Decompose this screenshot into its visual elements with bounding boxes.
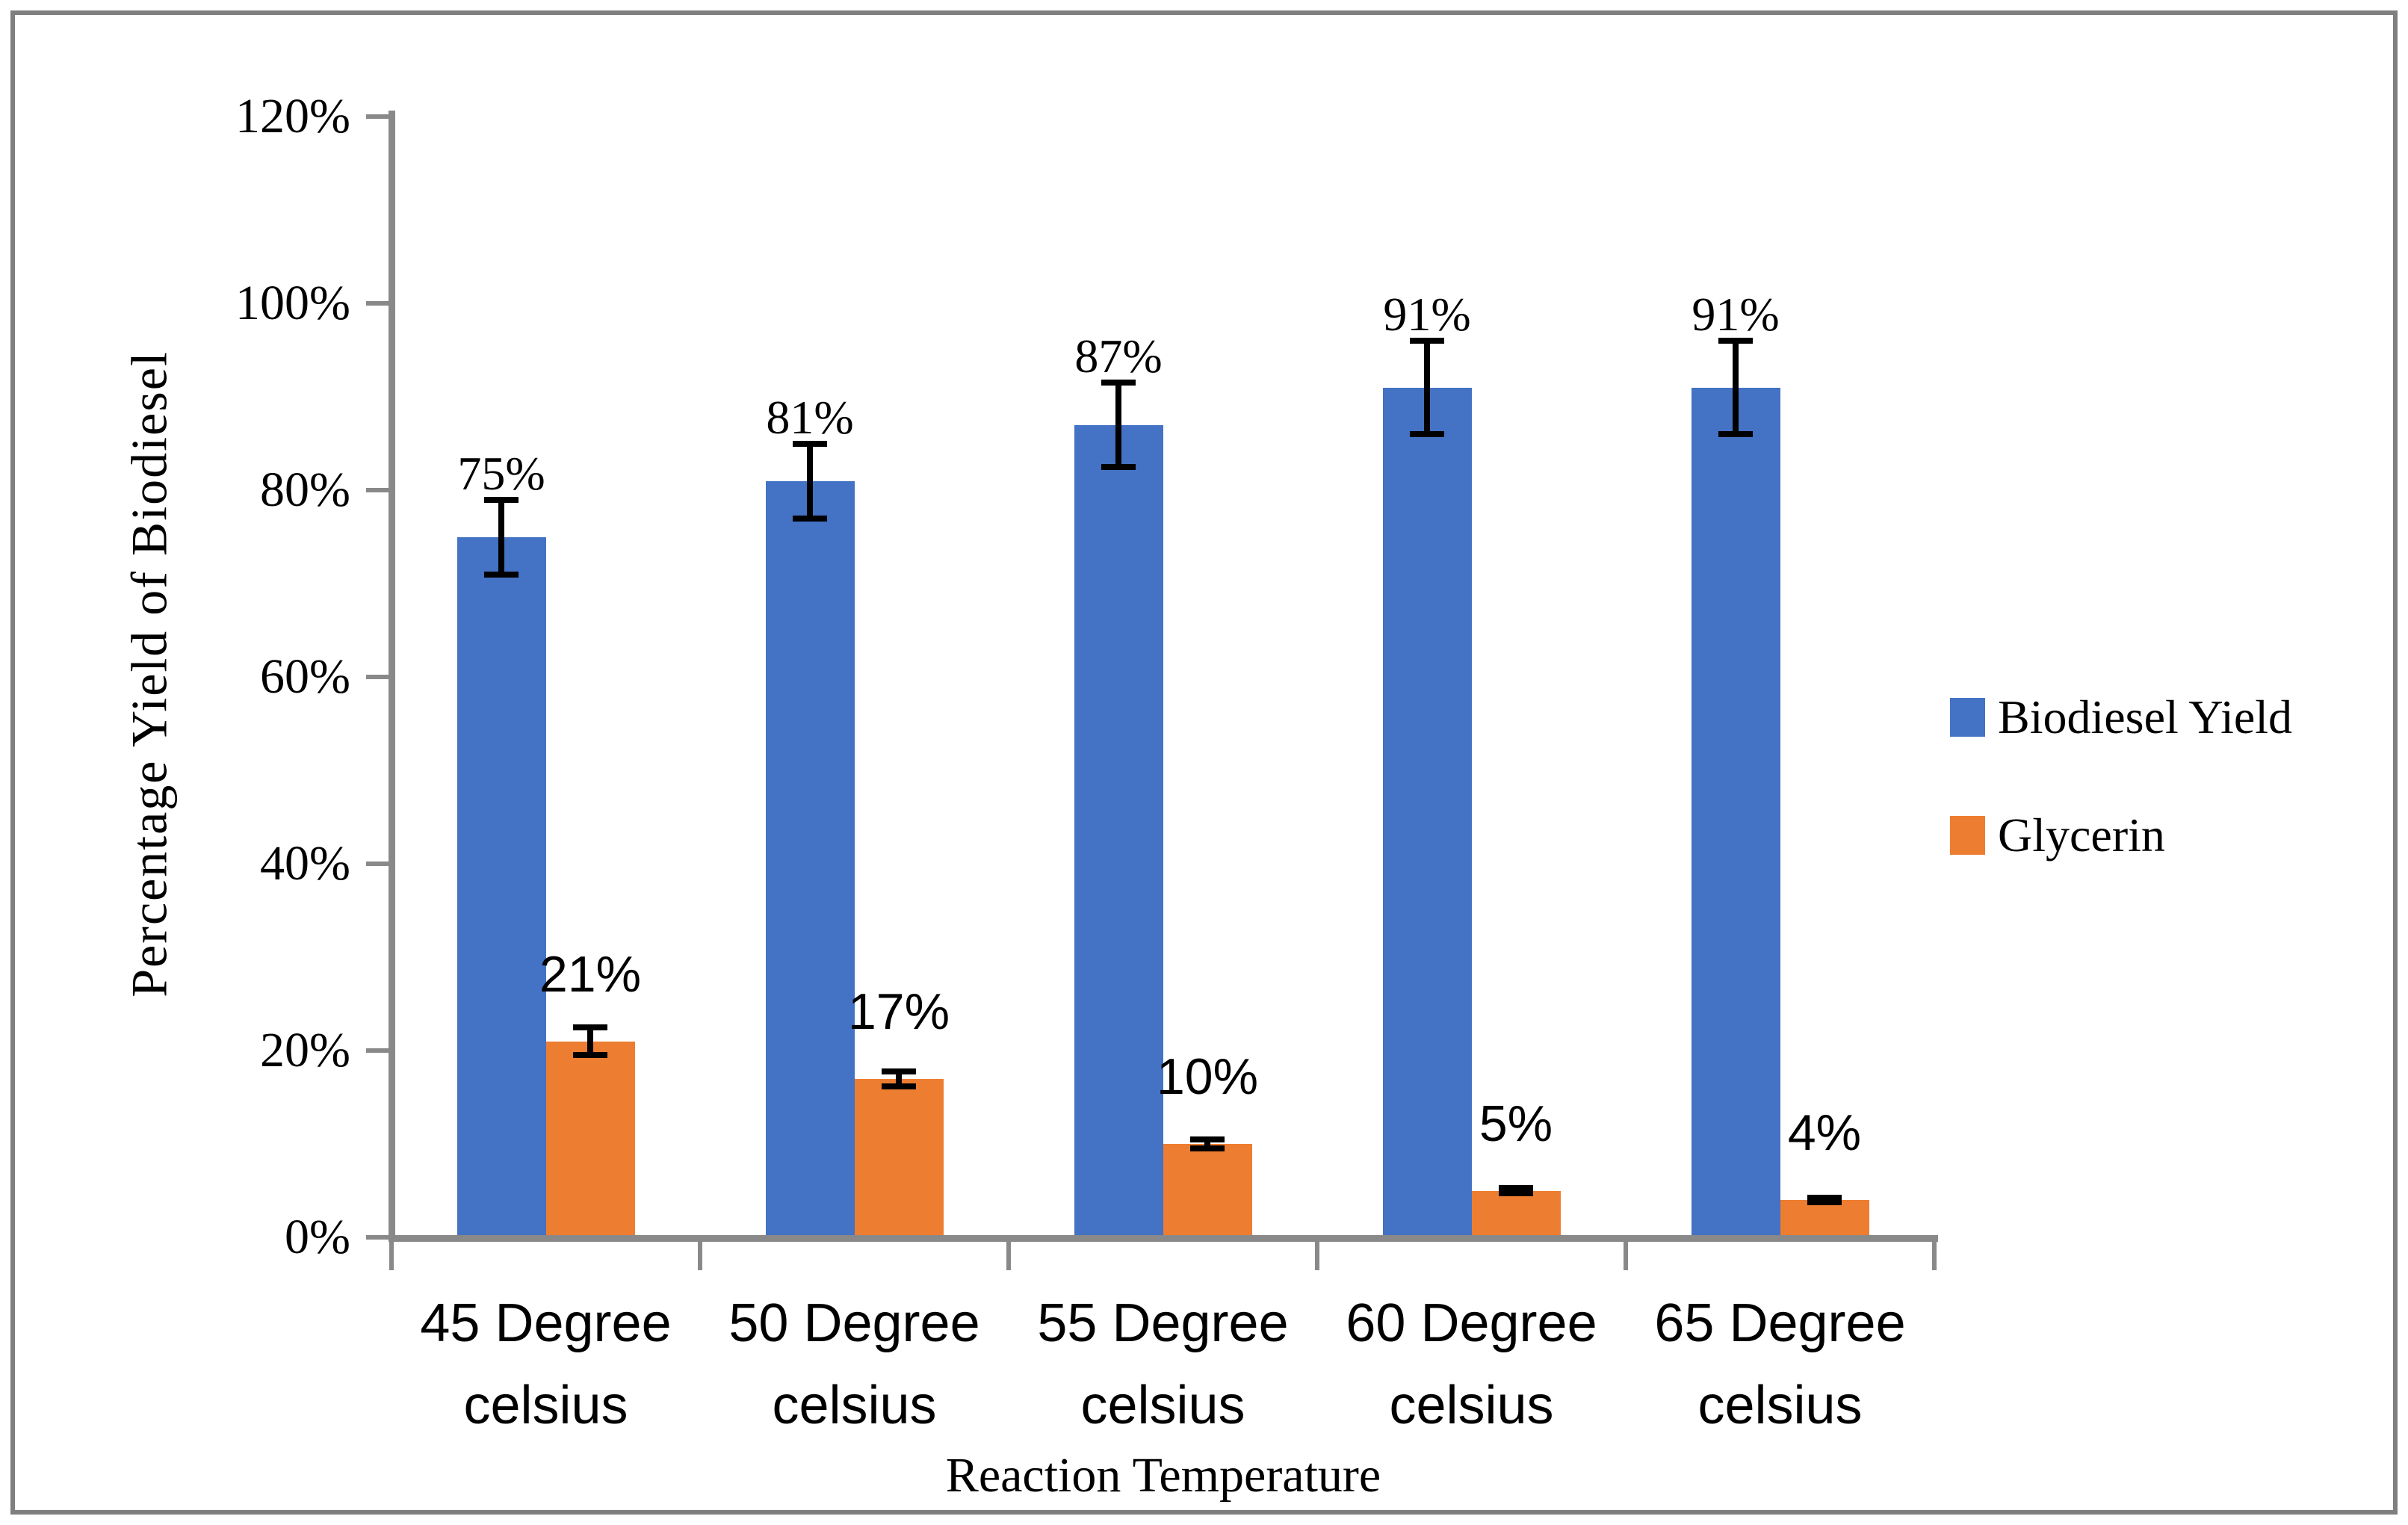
category-label-2: 55 Degree celsius — [1037, 1282, 1288, 1447]
error-cap-bottom-0-4 — [1718, 431, 1753, 437]
bar-biodiesel-yield-0 — [456, 536, 546, 1237]
y-tick-label-20: 20% — [260, 1023, 350, 1077]
category-label-4: 65 Degree celsius — [1654, 1282, 1905, 1447]
y-tick-label-40: 40% — [260, 836, 350, 891]
category-label-0: 45 Degree celsius — [420, 1282, 671, 1447]
bar-biodiesel-yield-1 — [765, 480, 855, 1237]
data-label-0-1: 81% — [766, 390, 854, 444]
bar-glycerin-3 — [1471, 1190, 1561, 1237]
bar-biodiesel-yield-2 — [1074, 424, 1163, 1237]
error-bar-0-2 — [1115, 383, 1121, 467]
error-bar-0-3 — [1424, 341, 1430, 434]
bar-glycerin-0 — [545, 1041, 635, 1237]
data-label-0-4: 91% — [1692, 288, 1780, 341]
x-tick-3 — [1315, 1240, 1319, 1270]
category-label-1-line1: 50 Degree — [728, 1293, 980, 1353]
error-cap-bottom-1-3 — [1499, 1190, 1533, 1197]
y-tick-40 — [365, 862, 389, 866]
x-tick-1 — [698, 1240, 702, 1270]
data-label-0-2: 87% — [1074, 330, 1163, 383]
category-label-3: 60 Degree celsius — [1346, 1282, 1597, 1447]
y-tick-120 — [365, 114, 389, 119]
x-axis-line — [388, 1235, 1938, 1242]
legend-item-biodiesel-yield: Biodiesel Yield — [1950, 690, 2368, 743]
y-tick-label-80: 80% — [260, 463, 350, 517]
x-tick-2 — [1006, 1240, 1011, 1270]
category-label-0-line1: 45 Degree — [420, 1293, 672, 1353]
y-tick-label-60: 60% — [260, 649, 350, 704]
category-label-3-line1: 60 Degree — [1346, 1293, 1597, 1353]
y-tick-80 — [365, 488, 389, 492]
bar-biodiesel-yield-4 — [1691, 387, 1780, 1237]
error-cap-bottom-0-0 — [484, 571, 519, 578]
bar-glycerin-1 — [854, 1078, 944, 1237]
y-tick-label-0: 0% — [285, 1210, 350, 1264]
legend-label-0: Biodiesel Yield — [1998, 690, 2293, 743]
data-label-1-4: 4% — [1787, 1104, 1862, 1161]
error-bar-0-4 — [1733, 341, 1739, 434]
category-label-3-line2: celsius — [1389, 1376, 1554, 1435]
y-axis-line — [388, 111, 395, 1242]
error-cap-top-1-2 — [1190, 1136, 1225, 1142]
y-tick-20 — [365, 1048, 389, 1053]
error-bar-1-1 — [896, 1071, 902, 1086]
category-label-2-line2: celsius — [1080, 1376, 1245, 1435]
error-cap-top-1-1 — [882, 1068, 916, 1074]
category-label-1-line2: celsius — [772, 1376, 937, 1435]
data-label-1-3: 5% — [1479, 1095, 1553, 1152]
error-cap-bottom-0-3 — [1410, 431, 1444, 437]
error-bar-1-0 — [587, 1027, 593, 1056]
y-tick-label-120: 120% — [235, 89, 350, 143]
error-cap-top-0-4 — [1718, 338, 1753, 344]
x-tick-5 — [1932, 1240, 1937, 1270]
error-cap-top-0-1 — [793, 440, 827, 447]
data-label-1-1: 17% — [847, 983, 950, 1040]
y-tick-100 — [365, 301, 389, 306]
error-cap-top-1-4 — [1807, 1194, 1842, 1201]
error-cap-top-1-3 — [1499, 1184, 1533, 1191]
legend-swatch-1 — [1950, 816, 1985, 855]
bar-glycerin-4 — [1780, 1200, 1869, 1237]
y-axis-title: Percentage Yield of Biodiesel — [120, 350, 178, 997]
error-cap-bottom-0-2 — [1101, 463, 1136, 470]
error-bar-0-0 — [498, 499, 504, 575]
error-bar-0-1 — [807, 443, 813, 519]
x-tick-4 — [1624, 1240, 1628, 1270]
legend-label-1: Glycerin — [1998, 808, 2165, 862]
legend-swatch-0 — [1950, 698, 1985, 737]
error-cap-bottom-0-1 — [793, 515, 827, 522]
error-cap-bottom-1-0 — [573, 1052, 607, 1059]
error-cap-bottom-1-4 — [1807, 1199, 1842, 1206]
data-label-1-2: 10% — [1156, 1048, 1259, 1105]
category-label-1: 50 Degree celsius — [728, 1282, 979, 1447]
bar-biodiesel-yield-3 — [1382, 387, 1472, 1237]
error-cap-top-0-3 — [1410, 338, 1444, 344]
category-label-4-line1: 65 Degree — [1654, 1293, 1906, 1353]
error-cap-top-1-0 — [573, 1024, 607, 1030]
error-cap-bottom-1-1 — [882, 1083, 916, 1089]
data-label-0-0: 75% — [457, 446, 545, 500]
x-axis-title: Reaction Temperature — [945, 1448, 1381, 1503]
legend-item-glycerin: Glycerin — [1950, 808, 2368, 862]
category-label-4-line2: celsius — [1697, 1376, 1863, 1435]
y-tick-label-100: 100% — [235, 276, 350, 330]
x-tick-0 — [389, 1240, 394, 1270]
error-bar-1-2 — [1204, 1139, 1210, 1149]
y-tick-60 — [365, 675, 389, 679]
error-cap-bottom-1-2 — [1190, 1145, 1225, 1152]
data-label-1-0: 21% — [539, 945, 642, 1003]
error-cap-top-0-0 — [484, 496, 519, 503]
category-label-0-line2: celsius — [463, 1376, 628, 1435]
y-tick-0 — [365, 1235, 389, 1240]
data-label-0-3: 91% — [1383, 288, 1471, 341]
error-cap-top-0-2 — [1101, 380, 1136, 386]
bar-glycerin-2 — [1163, 1144, 1252, 1237]
category-label-2-line1: 55 Degree — [1037, 1293, 1289, 1353]
